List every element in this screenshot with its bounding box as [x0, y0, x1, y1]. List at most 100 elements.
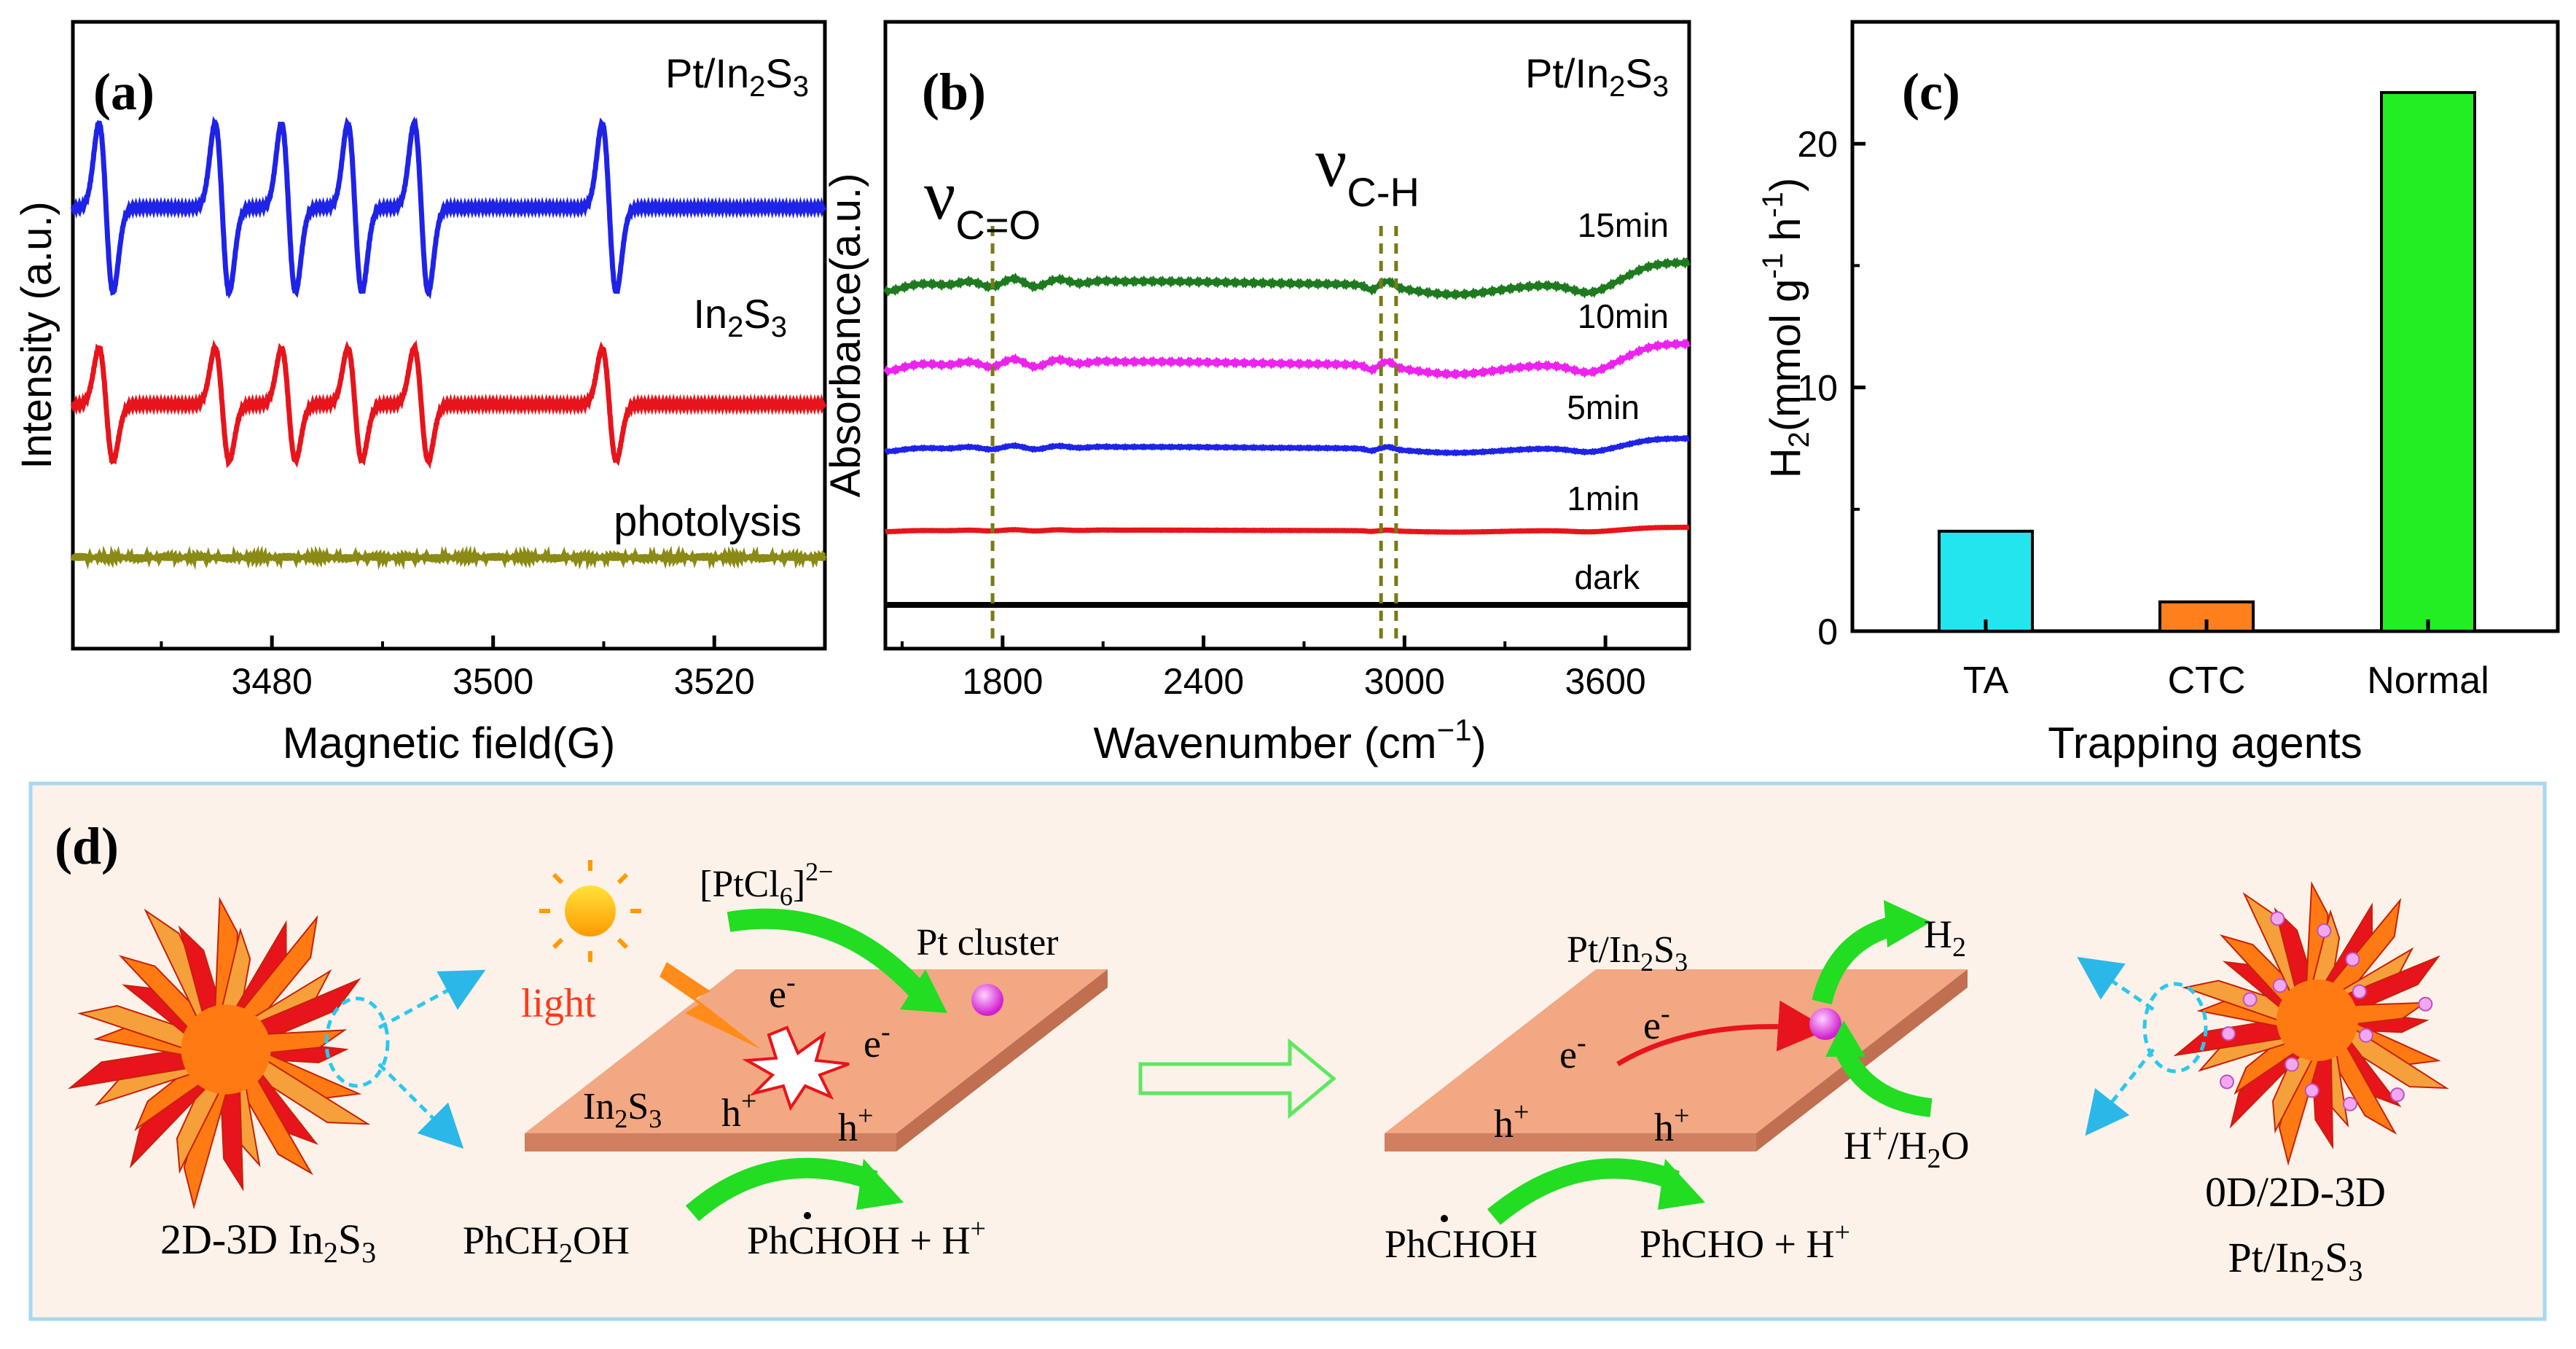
nu-c-o-label: νC=O: [924, 156, 1041, 248]
scheme-radical: PhCHOH: [1385, 1222, 1538, 1266]
panel-a-series: [70, 116, 827, 571]
a-x-tick-label: 3520: [674, 661, 755, 702]
pt-dot: [2345, 952, 2360, 967]
pt-dot: [2342, 1096, 2357, 1111]
zoom-arrow-left-up: [377, 969, 486, 1030]
a-x-tick-label: 3480: [232, 661, 313, 702]
zoom-arrow-right-down: [2085, 1048, 2155, 1136]
c-x-tick-label: CTC: [2168, 660, 2246, 702]
panel-a-ticks: 3480 3500 3520: [160, 636, 826, 702]
panel-c: (c) 0 10 20 TA CTC Normal Trapping agents H2(…: [1757, 20, 2560, 767]
pt-dot: [2317, 923, 2332, 939]
radical-dot-1: [804, 1212, 811, 1219]
zoom-circle-left: [324, 996, 390, 1088]
green-arrowhead-3: [1884, 900, 1931, 947]
b-x-tick-label: 1800: [962, 661, 1043, 702]
spectrum-label-15min: 15min: [1578, 206, 1669, 244]
panel-b-frame: [883, 20, 1691, 651]
ftir-series-2: [883, 434, 1690, 457]
epr-series-2: [70, 544, 826, 571]
panel-c-x-axis-label: Trapping agents: [2048, 719, 2362, 767]
pt-dot: [2304, 1083, 2319, 1098]
spectrum-label-10min: 10min: [1578, 297, 1669, 335]
electron-transfer-arrow: [1616, 1000, 1829, 1067]
zoom-arrow-left-down: [377, 1063, 464, 1149]
pt-cluster-icon: [971, 984, 1003, 1016]
panel-d-label: (d): [55, 817, 119, 875]
green-arrowhead-1: [900, 969, 947, 1013]
panel-b-series: [882, 257, 1691, 608]
series-label-in2s3: In2S3: [693, 291, 787, 343]
transition-arrow: [1138, 1038, 1336, 1119]
c-y-tick-label: 10: [1797, 368, 1838, 409]
scheme-label-right-particle-1: 0D/2D-3D: [2205, 1168, 2386, 1216]
c-y-tick-label: 0: [1817, 611, 1838, 652]
green-arrowhead-5: [1658, 1159, 1705, 1210]
panel-a-y-axis-label: Intensity (a.u.): [13, 201, 60, 469]
flower-core: [181, 1004, 271, 1095]
panel-b-title: Pt/In2S3: [1525, 50, 1669, 103]
pt-dot: [2284, 1057, 2299, 1072]
panel-c-label: (c): [1902, 63, 1960, 121]
bar-normal: [2380, 90, 2476, 633]
pt-dot: [2219, 1074, 2234, 1090]
scheme-pt-precursor: [PtCl6]2−: [700, 857, 833, 911]
scheme-reactant: PhCH2OH: [463, 1219, 630, 1269]
scheme-box: [28, 781, 2547, 1321]
b-x-tick-label: 2400: [1163, 661, 1244, 702]
panel-a-x-axis-label: Magnetic field(G): [283, 719, 616, 767]
nanoflower-pt-in2s3: [2173, 880, 2449, 1166]
panel-b-y-axis-label: Absorbance(a.u.): [822, 173, 869, 498]
b-x-tick-label: 3600: [1565, 661, 1645, 702]
b-x-tick-label: 3000: [1364, 661, 1445, 702]
ftir-series-0: [882, 257, 1691, 301]
c-x-tick-label: Normal: [2367, 660, 2489, 702]
pt-dot: [2418, 996, 2433, 1012]
nu-c-h-label: νC-H: [1315, 123, 1420, 215]
epr-series-1: [70, 339, 827, 469]
scheme-h-source-label: H+/H2O: [1844, 1119, 1969, 1174]
c-y-tick-label: 20: [1797, 124, 1838, 165]
spectrum-label-5min: 5min: [1567, 388, 1640, 426]
bar-ta: [1938, 529, 2034, 633]
green-arrow-proton-uptake: [1835, 1045, 1933, 1117]
panel-a: (a) 3480 3500 3520 Magnetic field(G) Inten…: [13, 20, 827, 767]
panel-c-y-axis-label: H2(mmol g-1 h-1): [1757, 178, 1815, 478]
panel-b: (b) Pt/In2S3 1800 2400 3000 3600 νC=O νC-H W…: [822, 20, 1691, 767]
lightning-icon: [659, 962, 762, 1049]
epr-series-0: [70, 116, 827, 300]
zoom-circle-right: [2142, 982, 2208, 1074]
c-x-tick-label: TA: [1963, 660, 2009, 702]
green-arrow-oxidation-1: [685, 1157, 878, 1221]
scheme-pt-cluster-label: Pt cluster: [917, 922, 1059, 963]
scheme-label-right-particle-2: Pt/In2S3: [2228, 1234, 2362, 1287]
pt-dot: [2242, 992, 2258, 1007]
panel-b-annotations: νC=O νC-H: [924, 123, 1420, 641]
a-x-tick-label: 3500: [453, 661, 533, 702]
flower-core: [2276, 980, 2358, 1061]
ftir-series-1: [882, 338, 1691, 380]
sun-icon: [539, 860, 641, 962]
panel-a-frame: [71, 20, 827, 651]
panel-c-bars: [1938, 90, 2476, 633]
pt-dot: [2270, 911, 2285, 926]
panel-c-ticks: 0 10 20 TA CTC Normal: [1797, 20, 2489, 702]
radical-dot-2: [1441, 1215, 1448, 1222]
pt-dot: [2272, 978, 2287, 993]
series-label-photolysis: photolysis: [614, 498, 802, 545]
green-arrow-h2-evolution: [1812, 915, 1898, 1005]
pt-dot: [2389, 1087, 2405, 1103]
nanoflower-in2s3: [67, 896, 371, 1210]
green-arrow-pt-deposition: [727, 908, 926, 998]
pt-cluster-icon-2: [1809, 1008, 1841, 1040]
panel-b-ticks: 1800 2400 3000 3600: [900, 636, 1646, 702]
panel-b-label: (b): [922, 63, 986, 121]
scheme-pt-in2s3-label: Pt/In2S3: [1567, 929, 1688, 977]
spectrum-label-dark: dark: [1575, 558, 1640, 596]
zoom-arrow-right-up: [2077, 957, 2155, 1012]
pt-dot: [2221, 1026, 2236, 1041]
series-label-pt-in2s3: Pt/In2S3: [665, 50, 809, 103]
scheme-radical-product: PhCHOH + H+: [747, 1213, 986, 1262]
green-arrowhead-4: [1825, 1020, 1866, 1057]
